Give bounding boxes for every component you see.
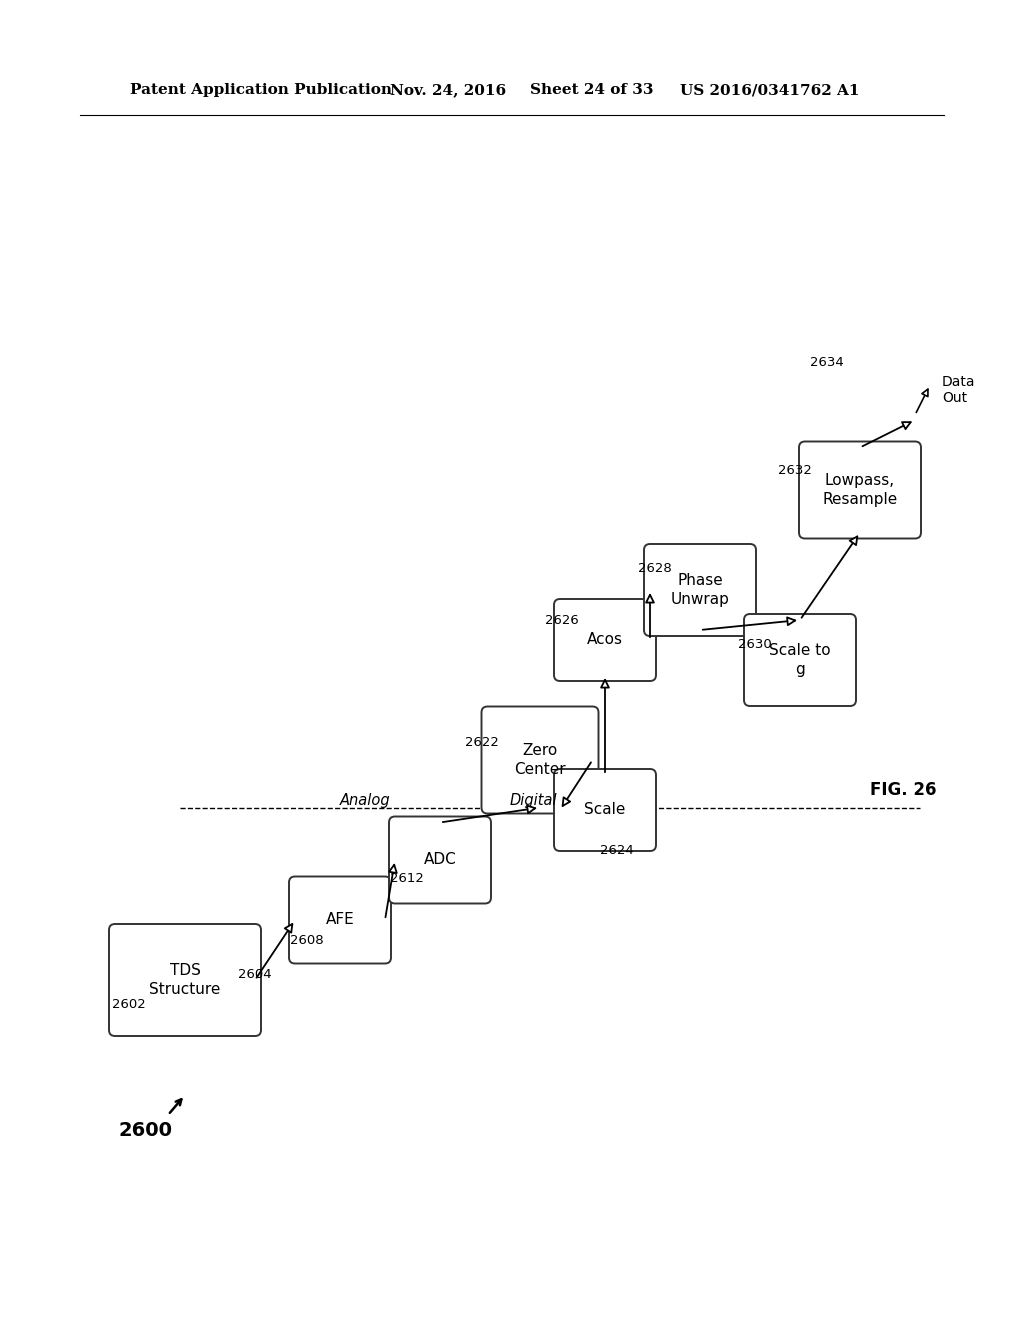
Text: 2600: 2600 [118, 1121, 172, 1139]
FancyBboxPatch shape [744, 614, 856, 706]
Text: TDS
Structure: TDS Structure [150, 964, 221, 997]
Text: FIG. 26: FIG. 26 [870, 781, 937, 799]
Text: Lowpass,
Resample: Lowpass, Resample [822, 473, 898, 507]
Text: Zero
Center: Zero Center [514, 743, 566, 776]
Text: US 2016/0341762 A1: US 2016/0341762 A1 [680, 83, 859, 96]
Text: 2628: 2628 [638, 561, 672, 574]
Text: 2632: 2632 [778, 463, 812, 477]
Text: Scale: Scale [585, 803, 626, 817]
Text: 2630: 2630 [738, 639, 772, 652]
Text: 2602: 2602 [112, 998, 145, 1011]
Text: Phase
Unwrap: Phase Unwrap [671, 573, 729, 607]
Text: 2622: 2622 [465, 735, 499, 748]
FancyBboxPatch shape [554, 770, 656, 851]
FancyBboxPatch shape [389, 817, 490, 903]
Text: 2604: 2604 [238, 969, 271, 982]
Text: Sheet 24 of 33: Sheet 24 of 33 [530, 83, 653, 96]
Text: Digital: Digital [510, 792, 558, 808]
Text: 2634: 2634 [810, 355, 844, 368]
Text: Nov. 24, 2016: Nov. 24, 2016 [390, 83, 506, 96]
FancyBboxPatch shape [109, 924, 261, 1036]
FancyBboxPatch shape [644, 544, 756, 636]
Text: Acos: Acos [587, 632, 623, 648]
FancyBboxPatch shape [289, 876, 391, 964]
FancyBboxPatch shape [554, 599, 656, 681]
Text: AFE: AFE [326, 912, 354, 928]
Text: Data
Out: Data Out [942, 375, 976, 405]
FancyBboxPatch shape [481, 706, 598, 813]
Text: 2624: 2624 [600, 843, 634, 857]
Text: ADC: ADC [424, 853, 457, 867]
Text: Patent Application Publication: Patent Application Publication [130, 83, 392, 96]
FancyBboxPatch shape [799, 441, 921, 539]
Text: 2626: 2626 [545, 614, 579, 627]
Text: 2612: 2612 [390, 871, 424, 884]
Text: 2608: 2608 [290, 933, 324, 946]
Text: Scale to
g: Scale to g [769, 643, 830, 677]
Text: Analog: Analog [339, 792, 390, 808]
